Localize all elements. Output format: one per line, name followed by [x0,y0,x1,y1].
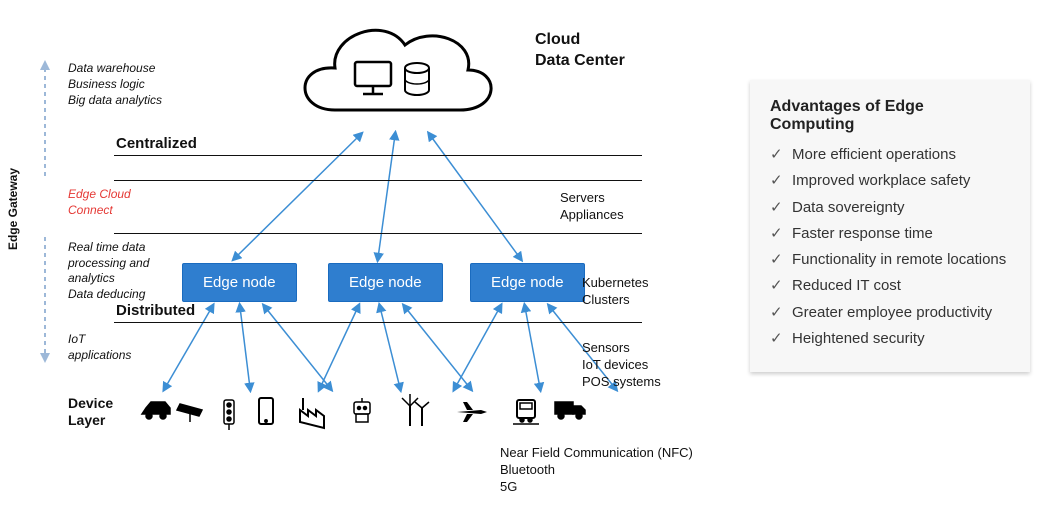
diagram-root: Data warehouse Business logic Big data a… [0,0,1041,511]
advantage-item: Data sovereignty [770,195,1010,221]
servers-line: Servers [560,190,624,207]
cloud-title-line: Cloud [535,30,625,51]
advantages-title: Advantages of Edge Computing [770,98,1010,134]
cloud-icon [305,30,491,110]
iot-line: IoT [68,332,131,348]
centralized-divider [114,155,642,156]
edge-cloud-line: Connect [68,203,131,219]
advantage-item: More efficient operations [770,142,1010,168]
protocol-line: Bluetooth [500,462,693,479]
annotation-line: Business logic [68,76,162,92]
annotation-line: Real time data [68,240,149,256]
annotation-line: Data warehouse [68,60,162,76]
advantage-item: Faster response time [770,221,1010,247]
edge-gateway-side-label: Edge Gateway [6,168,20,250]
kubernetes-label: Kubernetes Clusters [582,275,649,309]
advantage-item: Functionality in remote locations [770,247,1010,273]
top-annotations: Data warehouse Business logic Big data a… [68,60,162,109]
iot-label: IoT applications [68,332,131,363]
edge-node: Edge node [470,263,585,302]
sensors-label: Sensors IoT devices POS systems [582,340,661,391]
protocols: Near Field Communication (NFC) Bluetooth… [500,445,693,496]
advantage-item: Greater employee productivity [770,300,1010,326]
device-layer-label: Device Layer [68,395,118,429]
distributed-label: Distributed [116,302,195,319]
kubernetes-line: Clusters [582,292,649,309]
sensors-line: POS systems [582,374,661,391]
edge-band-bottom [114,233,642,234]
servers-appliances: Servers Appliances [560,190,624,224]
advantages-panel: Advantages of Edge Computing More effici… [750,80,1030,372]
advantage-item: Heightened security [770,326,1010,352]
kubernetes-line: Kubernetes [582,275,649,292]
distributed-divider [114,322,642,323]
edge-cloud-line: Edge Cloud [68,187,131,203]
connection-arrows [165,135,615,388]
edge-cloud-connect: Edge Cloud Connect [68,187,131,218]
annotation-line: analytics [68,271,149,287]
advantage-item: Reduced IT cost [770,273,1010,299]
annotation-line: Data deducing [68,287,149,303]
edge-node: Edge node [182,263,297,302]
servers-line: Appliances [560,207,624,224]
vertical-dashed-arrow [40,60,50,363]
edge-node: Edge node [328,263,443,302]
protocol-line: Near Field Communication (NFC) [500,445,693,462]
sensors-line: IoT devices [582,357,661,374]
annotation-line: Big data analytics [68,92,162,108]
cloud-title-line: Data Center [535,51,625,72]
advantage-item: Improved workplace safety [770,168,1010,194]
centralized-label: Centralized [116,135,197,152]
device-icons-row [142,394,585,430]
mid-annotations: Real time data processing and analytics … [68,240,149,302]
annotation-line: processing and [68,256,149,272]
cloud-title: Cloud Data Center [535,30,625,72]
advantages-list: More efficient operationsImproved workpl… [770,142,1010,352]
protocol-line: 5G [500,479,693,496]
edge-band-top [114,180,642,181]
iot-line: applications [68,348,131,364]
sensors-line: Sensors [582,340,661,357]
